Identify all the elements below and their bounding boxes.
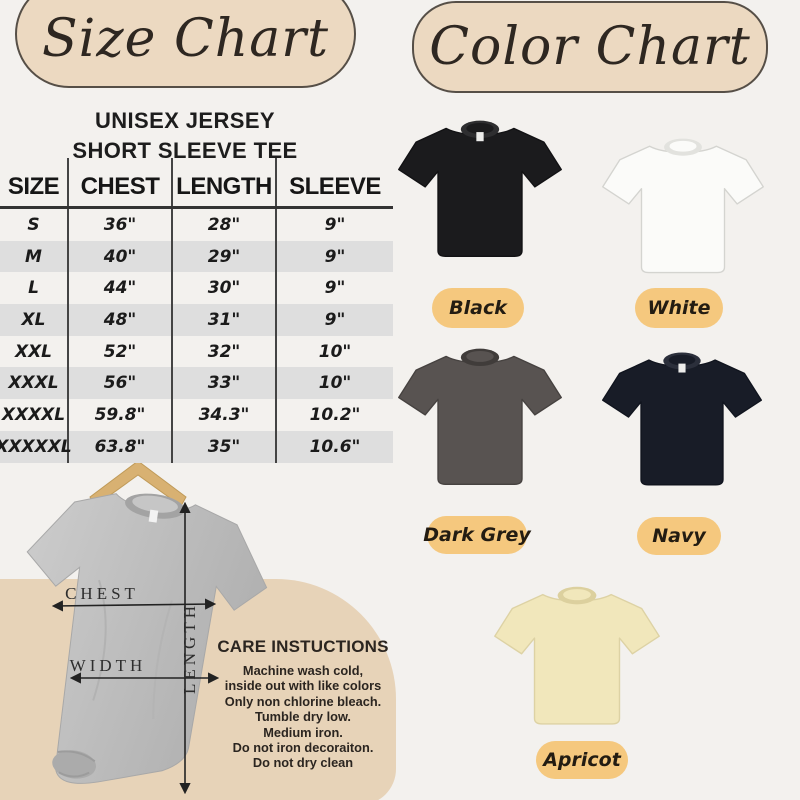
size-label: M bbox=[0, 240, 69, 273]
color-label-dark-grey: Dark Grey bbox=[423, 516, 531, 554]
color-label-black: Black bbox=[432, 288, 524, 328]
size-value: 9" bbox=[324, 278, 346, 299]
product-heading-line2: SHORT SLEEVE TEE bbox=[72, 138, 298, 163]
tshirt-apricot bbox=[492, 578, 662, 733]
size-value: 10.6" bbox=[309, 436, 361, 457]
tshirt-black bbox=[396, 112, 564, 265]
size-value: 31" bbox=[173, 304, 277, 336]
width-measure-label: WIDTH bbox=[70, 656, 147, 675]
size-value: 10" bbox=[318, 373, 352, 394]
header-length: LENGTH bbox=[173, 168, 277, 206]
care-line: Only non chlorine bleach. bbox=[224, 693, 382, 709]
care-line: Machine wash cold, bbox=[242, 663, 364, 678]
size-value: 59.8" bbox=[69, 399, 173, 431]
header-chest: CHEST bbox=[69, 168, 173, 206]
tshirt-dark-grey bbox=[396, 340, 564, 493]
product-heading-line1: UNISEX JERSEY bbox=[94, 108, 276, 133]
grey-tshirt-photo bbox=[26, 493, 268, 784]
size-value: 52" bbox=[69, 335, 173, 368]
size-value: 28" bbox=[173, 209, 277, 241]
care-line: Do not iron decoraiton. bbox=[232, 740, 374, 756]
size-value: 48" bbox=[69, 304, 173, 336]
size-value: 40" bbox=[69, 240, 173, 273]
color-label-white: White bbox=[635, 288, 723, 328]
size-row-l: L 44" 30" 9" bbox=[0, 272, 393, 305]
measurement-arrows bbox=[51, 501, 220, 795]
size-label: XXXXL bbox=[0, 399, 69, 431]
care-line: Medium iron. bbox=[263, 724, 343, 740]
size-value: 63.8" bbox=[69, 430, 173, 463]
size-value: 9" bbox=[324, 246, 346, 267]
size-label: XL bbox=[0, 304, 69, 336]
length-measure-label: LENGTH bbox=[180, 602, 199, 694]
size-chart-title-pill: Size Chart bbox=[15, 0, 356, 88]
size-value: 35" bbox=[173, 430, 277, 463]
size-row-m: M 40" 29" 9" bbox=[0, 240, 393, 273]
size-value: 10" bbox=[318, 341, 352, 362]
color-chart-title: Color Chart bbox=[429, 17, 751, 77]
size-row-xxxl: XXXL 56" 33" 10" bbox=[0, 367, 393, 400]
chest-measure-label: CHEST bbox=[65, 584, 139, 603]
size-value: 34.3" bbox=[173, 399, 277, 431]
size-label: S bbox=[0, 209, 69, 241]
size-value: 56" bbox=[69, 367, 173, 400]
care-instructions: CARE INSTUCTIONS Machine wash cold, insid… bbox=[203, 637, 403, 771]
tshirt-white bbox=[600, 130, 766, 282]
header-size: SIZE bbox=[0, 168, 69, 206]
size-label: L bbox=[0, 272, 69, 305]
care-line: inside out with like colors bbox=[224, 678, 382, 694]
size-row-s: S 36" 28" 9" bbox=[0, 209, 393, 241]
size-label: XXXXXL bbox=[0, 430, 72, 463]
size-value: 44" bbox=[69, 272, 173, 305]
size-row-xxxxxl: XXXXXL 63.8" 35" 10.6" bbox=[0, 430, 393, 463]
size-table-header: SIZE CHEST LENGTH SLEEVE bbox=[0, 168, 393, 209]
color-label-apricot: Apricot bbox=[536, 741, 628, 779]
table-divider-stub bbox=[0, 158, 393, 168]
header-sleeve: SLEEVE bbox=[289, 173, 381, 200]
size-row-xxxxl: XXXXL 59.8" 34.3" 10.2" bbox=[0, 399, 393, 431]
size-row-xl: XL 48" 31" 9" bbox=[0, 304, 393, 336]
size-value: 36" bbox=[69, 209, 173, 241]
size-value: 33" bbox=[173, 367, 277, 400]
color-label-navy: Navy bbox=[637, 517, 721, 555]
size-row-xxl: XXL 52" 32" 10" bbox=[0, 335, 393, 368]
size-value: 32" bbox=[173, 335, 277, 368]
size-label: XXXL bbox=[0, 367, 69, 400]
size-value: 9" bbox=[324, 214, 346, 235]
size-value: 9" bbox=[324, 309, 346, 330]
care-title: CARE INSTUCTIONS bbox=[217, 637, 389, 656]
size-label: XXL bbox=[0, 335, 69, 368]
care-line: Tumble dry low. bbox=[255, 709, 351, 725]
product-heading: UNISEX JERSEY SHORT SLEEVE TEE bbox=[18, 106, 352, 166]
measurement-photo: CHEST WIDTH LENGTH bbox=[26, 460, 268, 795]
tshirt-navy bbox=[600, 344, 764, 494]
size-value: 29" bbox=[173, 240, 277, 273]
size-chart-title: Size Chart bbox=[42, 9, 329, 69]
color-chart-title-pill: Color Chart bbox=[412, 1, 768, 93]
care-line: Do not dry clean bbox=[252, 755, 354, 771]
size-table: SIZE CHEST LENGTH SLEEVE S 36" 28" 9" M 40" 29… bbox=[0, 158, 393, 463]
size-value: 30" bbox=[173, 272, 277, 305]
size-value: 10.2" bbox=[309, 404, 361, 425]
